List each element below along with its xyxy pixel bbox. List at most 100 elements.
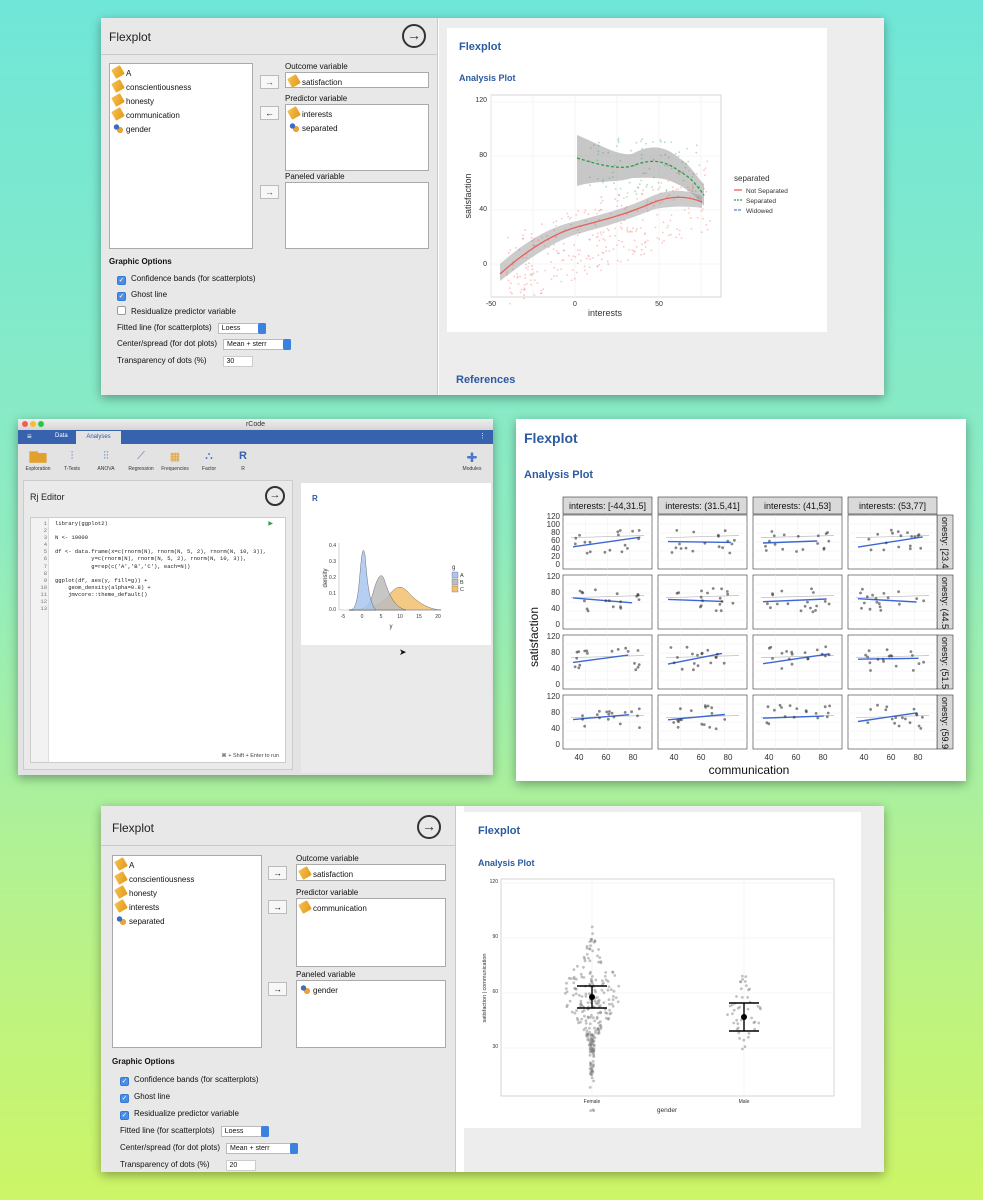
- minimize-window-button[interactable]: [30, 421, 36, 427]
- tab-data[interactable]: Data: [55, 433, 68, 439]
- data-point: [770, 530, 774, 533]
- data-point: [581, 1004, 584, 1008]
- run-code-icon[interactable]: ▶: [268, 521, 273, 527]
- residualize-checkbox[interactable]: ✓ Residualize predictor variable: [120, 1109, 239, 1120]
- variable-item[interactable]: communication: [111, 107, 180, 121]
- predictor-box[interactable]: interests separated: [285, 104, 429, 171]
- scatter-point: [678, 233, 681, 236]
- data-point: [582, 976, 586, 979]
- ghost-line-checkbox[interactable]: ✓ Ghost line: [120, 1092, 171, 1103]
- toolbar-modules[interactable]: ✚ Modules: [455, 450, 489, 472]
- outcome-item[interactable]: satisfaction: [298, 866, 353, 880]
- variable-list[interactable]: A conscientiousness honesty communicatio…: [109, 63, 253, 249]
- data-point: [696, 664, 700, 668]
- move-from-predictor-button[interactable]: ←: [260, 106, 279, 120]
- variable-item[interactable]: conscientiousness: [111, 79, 191, 93]
- data-point: [591, 1069, 594, 1073]
- collapse-arrow-icon[interactable]: →: [417, 815, 441, 839]
- data-point: [591, 1037, 595, 1041]
- outcome-box[interactable]: satisfaction: [296, 864, 446, 881]
- toolbar-ttests[interactable]: ⫶ T-Tests: [55, 450, 89, 472]
- paneled-label: Paneled variable: [285, 172, 345, 181]
- move-to-predictor-button[interactable]: →: [268, 900, 287, 914]
- scatter-point: [575, 271, 578, 274]
- variable-list[interactable]: A conscientiousness honesty interests se…: [112, 855, 262, 1048]
- data-point: [738, 1037, 741, 1040]
- flexplot-window-top: Flexplot → A conscientiousness honesty c…: [101, 18, 884, 395]
- move-to-paneled-button[interactable]: →: [268, 982, 287, 996]
- toolbar-regression[interactable]: ⟋ Regression: [124, 450, 158, 472]
- fitted-line-select[interactable]: Loess: [220, 1126, 269, 1137]
- code-text[interactable]: library(ggplot2) N <- 10000 df <- data.f…: [55, 520, 267, 598]
- data-point: [908, 547, 912, 551]
- confidence-bands-checkbox[interactable]: ✓ Confidence bands (for scatterplots): [117, 274, 256, 285]
- ghost-line-checkbox[interactable]: ✓ Ghost line: [117, 290, 168, 301]
- y-tick: 80: [551, 708, 560, 717]
- data-point: [569, 977, 573, 980]
- transparency-input[interactable]: 20: [225, 1160, 256, 1171]
- options-title: Flexplot: [112, 821, 155, 835]
- residualize-checkbox[interactable]: Residualize predictor variable: [117, 306, 236, 316]
- paneled-box[interactable]: [285, 182, 429, 249]
- scatter-point: [566, 274, 568, 276]
- toolbar-anova[interactable]: ⫶⫶ ANOVA: [89, 450, 123, 472]
- data-point: [736, 1026, 740, 1030]
- variable-item[interactable]: A: [111, 65, 131, 79]
- move-to-outcome-button[interactable]: →: [260, 75, 279, 89]
- data-point: [706, 648, 710, 652]
- predictor-item[interactable]: communication: [298, 900, 367, 914]
- code-editor[interactable]: 1 2 3 4 5 6 7 8 9 10 11 12 13 library(gg…: [30, 517, 286, 763]
- variable-item[interactable]: honesty: [111, 93, 154, 107]
- outcome-box[interactable]: satisfaction: [285, 72, 429, 88]
- paneled-item[interactable]: gender: [300, 984, 338, 995]
- result-title: Flexplot: [524, 430, 578, 446]
- more-menu-icon[interactable]: ⋮: [479, 433, 486, 440]
- scale-variable-icon: [111, 79, 125, 93]
- toolbar-exploration[interactable]: ▇▆ Exploration: [21, 450, 55, 472]
- data-point: [728, 551, 732, 555]
- hamburger-menu-icon[interactable]: ≡: [27, 432, 32, 441]
- fitted-line-select[interactable]: Loess: [217, 323, 266, 334]
- scatter-point: [626, 192, 629, 194]
- run-arrow-icon[interactable]: →: [265, 486, 285, 506]
- options-pane: Flexplot → A conscientiousness honesty c…: [101, 18, 438, 395]
- close-window-button[interactable]: [22, 421, 28, 427]
- center-spread-select[interactable]: Mean + sterr: [226, 1143, 299, 1154]
- data-point: [816, 534, 820, 538]
- data-point: [732, 1008, 736, 1012]
- variable-item[interactable]: separated: [116, 915, 165, 926]
- tab-analyses[interactable]: Analyses: [76, 431, 121, 444]
- scatter-point: [691, 190, 694, 192]
- zoom-window-button[interactable]: [38, 421, 44, 427]
- data-point: [716, 652, 719, 656]
- outcome-item[interactable]: satisfaction: [287, 74, 342, 88]
- y-tick: 120: [547, 632, 561, 641]
- scatter-point: [637, 186, 639, 189]
- scatter-point: [662, 231, 664, 234]
- scatter-point: [631, 249, 634, 252]
- toolbar-frequencies[interactable]: ▦ Frequencies: [158, 450, 192, 472]
- move-to-outcome-button[interactable]: →: [268, 866, 287, 880]
- legend-label: Separated: [746, 198, 776, 205]
- variable-item[interactable]: honesty: [114, 885, 157, 899]
- toolbar-factor[interactable]: ⛬ Factor: [192, 450, 226, 472]
- scatter-point: [643, 253, 646, 255]
- move-to-paneled-button[interactable]: →: [260, 185, 279, 199]
- confidence-bands-checkbox[interactable]: ✓ Confidence bands (for scatterplots): [120, 1075, 259, 1086]
- variable-item[interactable]: conscientiousness: [114, 871, 194, 885]
- center-spread-select[interactable]: Mean + sterr: [223, 339, 292, 350]
- predictor-item[interactable]: interests: [287, 106, 332, 120]
- variable-item[interactable]: interests: [114, 899, 159, 913]
- predictor-item[interactable]: separated: [289, 122, 338, 133]
- collapse-arrow-icon[interactable]: →: [402, 24, 426, 48]
- predictor-box[interactable]: communication: [296, 898, 446, 967]
- variable-item[interactable]: A: [114, 857, 134, 871]
- scatter-point: [677, 188, 680, 190]
- paneled-box[interactable]: gender: [296, 980, 446, 1048]
- transparency-input[interactable]: 30: [222, 356, 253, 367]
- data-point: [590, 937, 594, 941]
- data-point: [809, 606, 812, 610]
- variable-item[interactable]: gender: [113, 123, 151, 134]
- data-point: [586, 1015, 590, 1019]
